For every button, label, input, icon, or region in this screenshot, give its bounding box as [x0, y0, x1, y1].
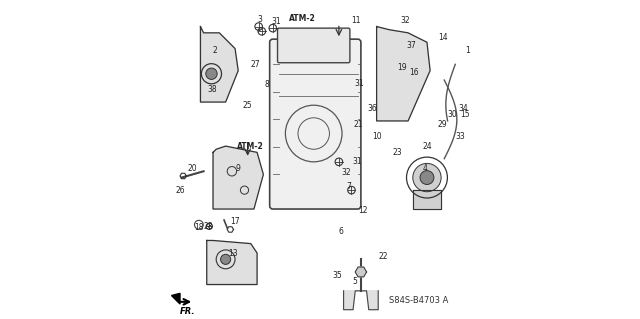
Text: 7: 7 — [346, 182, 351, 191]
Text: 25: 25 — [242, 101, 252, 110]
Polygon shape — [355, 267, 367, 277]
Text: ATM-2: ATM-2 — [289, 14, 316, 23]
Text: 23: 23 — [392, 148, 402, 157]
Circle shape — [420, 171, 434, 184]
Text: 37: 37 — [406, 41, 416, 50]
Polygon shape — [180, 173, 186, 179]
Text: 16: 16 — [410, 68, 419, 77]
Text: 19: 19 — [397, 63, 406, 72]
Circle shape — [413, 163, 441, 192]
Text: 11: 11 — [351, 16, 361, 26]
Text: 28: 28 — [204, 222, 213, 231]
Text: 38: 38 — [207, 85, 217, 94]
Text: 6: 6 — [338, 226, 343, 235]
Text: 8: 8 — [264, 80, 269, 89]
Text: 29: 29 — [438, 120, 447, 129]
Text: 21: 21 — [353, 120, 362, 129]
Text: 36: 36 — [367, 104, 377, 113]
Text: 34: 34 — [458, 104, 468, 113]
Text: 24: 24 — [422, 142, 432, 151]
Text: 15: 15 — [460, 110, 470, 119]
Polygon shape — [227, 227, 234, 232]
Text: 1: 1 — [465, 46, 470, 55]
FancyBboxPatch shape — [278, 28, 350, 63]
Polygon shape — [344, 291, 378, 310]
Polygon shape — [172, 293, 180, 304]
Text: 27: 27 — [251, 60, 260, 69]
Text: 20: 20 — [188, 164, 197, 173]
Text: 9: 9 — [236, 164, 241, 173]
Circle shape — [221, 254, 230, 264]
Text: 13: 13 — [228, 249, 238, 257]
Polygon shape — [200, 26, 238, 102]
Circle shape — [206, 68, 217, 79]
Text: 31: 31 — [271, 17, 281, 26]
FancyBboxPatch shape — [269, 39, 361, 209]
Text: 4: 4 — [423, 164, 428, 173]
Text: 18: 18 — [194, 223, 204, 233]
Text: 22: 22 — [378, 252, 388, 261]
Bar — [413, 190, 441, 209]
Polygon shape — [207, 241, 257, 285]
Text: 17: 17 — [230, 217, 240, 226]
Text: 31: 31 — [352, 157, 362, 166]
Text: 14: 14 — [438, 33, 447, 42]
Text: FR.: FR. — [180, 307, 195, 315]
Text: 10: 10 — [372, 132, 381, 141]
Text: ATM-2: ATM-2 — [237, 142, 264, 151]
Text: 32: 32 — [400, 16, 410, 25]
Text: 2: 2 — [212, 46, 217, 55]
Text: 33: 33 — [455, 132, 465, 141]
Polygon shape — [213, 146, 264, 209]
Polygon shape — [376, 26, 430, 121]
Text: 12: 12 — [358, 206, 367, 215]
Text: 5: 5 — [352, 277, 357, 286]
Text: 30: 30 — [447, 110, 457, 119]
Text: 35: 35 — [332, 271, 342, 279]
Text: S84S-B4703 A: S84S-B4703 A — [389, 296, 449, 305]
Text: 3: 3 — [258, 15, 262, 24]
Text: 26: 26 — [175, 186, 185, 195]
Text: 31: 31 — [355, 79, 364, 88]
Text: 32: 32 — [341, 168, 351, 177]
